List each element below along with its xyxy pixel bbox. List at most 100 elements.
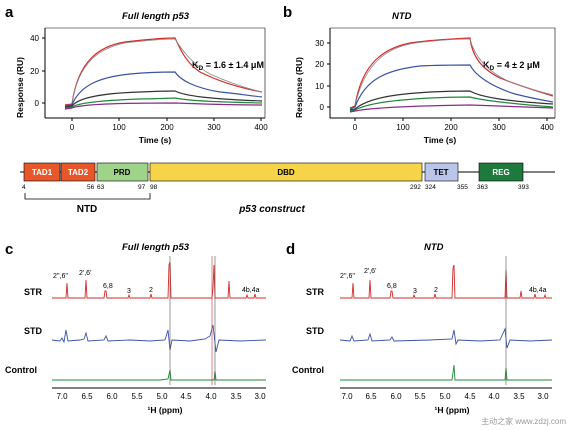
residue-number: 355 bbox=[457, 184, 468, 191]
panel-a-xtick: 300 bbox=[207, 123, 221, 132]
panel-b-ytick: 20 bbox=[315, 60, 324, 69]
ntd-label: NTD bbox=[77, 204, 98, 215]
domain-reg bbox=[478, 162, 524, 182]
panel-a-xtick: 200 bbox=[160, 123, 174, 132]
panel-c-xtick: 3.5 bbox=[230, 392, 242, 401]
residue-number: 324 bbox=[425, 184, 436, 191]
domain-label: TET bbox=[433, 168, 448, 177]
panel-b-ytick: 10 bbox=[315, 82, 324, 91]
panel-c-xlabel: ¹H (ppm) bbox=[148, 405, 183, 415]
panel-d-peak-label: 4b,4a bbox=[529, 287, 547, 294]
panel-a-sensorgrams bbox=[64, 37, 263, 110]
panel-d-letter: d bbox=[286, 241, 295, 258]
panel-d-xtick: 5.0 bbox=[439, 392, 451, 401]
panel-a-xtick: 400 bbox=[254, 123, 268, 132]
panel-b-xtick: 100 bbox=[396, 123, 410, 132]
panel-c-xtick: 5.5 bbox=[131, 392, 143, 401]
panel-c-row-label: Control bbox=[5, 365, 37, 375]
panel-b-ylabel: Response (RU) bbox=[294, 57, 304, 118]
panel-d-xtick: 3.5 bbox=[513, 392, 525, 401]
panel-c-xtick: 4.5 bbox=[180, 392, 192, 401]
panel-b-sensorgrams bbox=[349, 37, 554, 113]
panel-d-peak-label: 2 bbox=[434, 287, 438, 294]
panel-c-row-label: STD bbox=[24, 326, 43, 336]
panel-a-xtick: 100 bbox=[112, 123, 126, 132]
residue-number: 56 bbox=[87, 184, 95, 191]
panel-d-spectra bbox=[339, 264, 553, 381]
watermark: 主动之家 www.zdzj.com bbox=[481, 416, 566, 426]
panel-b-xtick: 0 bbox=[353, 123, 358, 132]
panel-c-title: Full length p53 bbox=[122, 242, 190, 253]
panel-d-xtick: 6.5 bbox=[365, 392, 377, 401]
panel-d-row-label: Control bbox=[292, 365, 324, 375]
residue-number: 4 bbox=[22, 184, 26, 191]
ntd-bracket bbox=[24, 193, 151, 200]
panel-d-xtick: 7.0 bbox=[341, 392, 353, 401]
panel-b-letter: b bbox=[283, 4, 292, 21]
panel-a-xtick: 0 bbox=[70, 123, 75, 132]
panel-d-xtick: 3.0 bbox=[537, 392, 549, 401]
panel-b-xtick: 300 bbox=[492, 123, 506, 132]
panel-c-xtick: 6.0 bbox=[106, 392, 118, 401]
panel-a-ytick: 20 bbox=[30, 67, 39, 76]
panel-b-xtick: 200 bbox=[444, 123, 458, 132]
panel-c-peak-label: 2',6' bbox=[79, 270, 91, 277]
panel-a-xlabel: Time (s) bbox=[139, 135, 172, 145]
residue-number: 98 bbox=[150, 184, 158, 191]
panel-b-axes bbox=[327, 27, 556, 121]
panel-c-peak-label: 3 bbox=[127, 288, 131, 295]
panel-c-peak-label: 4b,4a bbox=[242, 287, 260, 294]
domain-tad2 bbox=[60, 162, 96, 182]
residue-number: 393 bbox=[518, 184, 529, 191]
panel-a-title: Full length p53 bbox=[122, 11, 190, 22]
residue-number: 97 bbox=[138, 184, 146, 191]
panel-d-peak-label: 3 bbox=[413, 288, 417, 295]
panel-d-peak-label: 2'',6'' bbox=[340, 273, 355, 280]
panel-c-xtick: 6.5 bbox=[81, 392, 93, 401]
panel-b-xtick: 400 bbox=[540, 123, 554, 132]
panel-c-row-label: STR bbox=[24, 287, 43, 297]
domain-label: REG bbox=[492, 168, 509, 177]
panel-b-ytick: 30 bbox=[315, 39, 324, 48]
panel-c-xtick: 7.0 bbox=[56, 392, 68, 401]
panel-d-peak-label: 6,8 bbox=[387, 283, 397, 290]
domain-prd bbox=[96, 162, 149, 182]
panel-c-xtick: 4.0 bbox=[205, 392, 217, 401]
panel-d-title: NTD bbox=[424, 242, 444, 253]
panel-a-letter: a bbox=[5, 4, 14, 21]
construct-diagram bbox=[20, 162, 555, 182]
panel-c-letter: c bbox=[5, 241, 13, 258]
panel-a-ytick: 0 bbox=[35, 99, 40, 108]
panel-c-peak-label: 2'',6'' bbox=[53, 273, 68, 280]
panel-a-ytick: 40 bbox=[30, 34, 39, 43]
panel-d-xtick: 6.0 bbox=[390, 392, 402, 401]
panel-b-title: NTD bbox=[392, 11, 412, 22]
panel-c-xtick: 5.0 bbox=[156, 392, 168, 401]
domain-label: TAD2 bbox=[68, 168, 89, 177]
panel-a-ylabel: Response (RU) bbox=[15, 57, 25, 118]
panel-c-xtick: 3.0 bbox=[254, 392, 266, 401]
panel-a-axes bbox=[42, 27, 266, 121]
domain-dbd bbox=[149, 162, 423, 182]
panel-b-kd: KD = 4 ± 2 μM bbox=[483, 60, 540, 72]
panel-c-peak-label: 6,8 bbox=[103, 283, 113, 290]
panel-d-peak-label: 2',6' bbox=[364, 268, 376, 275]
panel-d-xlabel: ¹H (ppm) bbox=[435, 405, 470, 415]
domain-tet bbox=[424, 162, 459, 182]
domain-tad1 bbox=[23, 162, 61, 182]
panel-c-spectra bbox=[51, 261, 267, 381]
domain-label: TAD1 bbox=[32, 168, 53, 177]
panel-b-xlabel: Time (s) bbox=[424, 135, 457, 145]
panel-d-xtick: 5.5 bbox=[414, 392, 426, 401]
panel-a-kd: KD = 1.6 ± 1.4 μM bbox=[192, 60, 264, 72]
domain-label: PRD bbox=[114, 168, 131, 177]
panel-c-solvent-markers bbox=[169, 256, 216, 385]
panel-d-row-label: STR bbox=[306, 287, 325, 297]
construct-title: p53 construct bbox=[238, 204, 305, 215]
panel-d-xtick: 4.5 bbox=[464, 392, 476, 401]
panel-d-xtick: 4.0 bbox=[488, 392, 500, 401]
residue-number: 363 bbox=[477, 184, 488, 191]
panel-d-row-label: STD bbox=[306, 326, 325, 336]
residue-number: 63 bbox=[97, 184, 105, 191]
